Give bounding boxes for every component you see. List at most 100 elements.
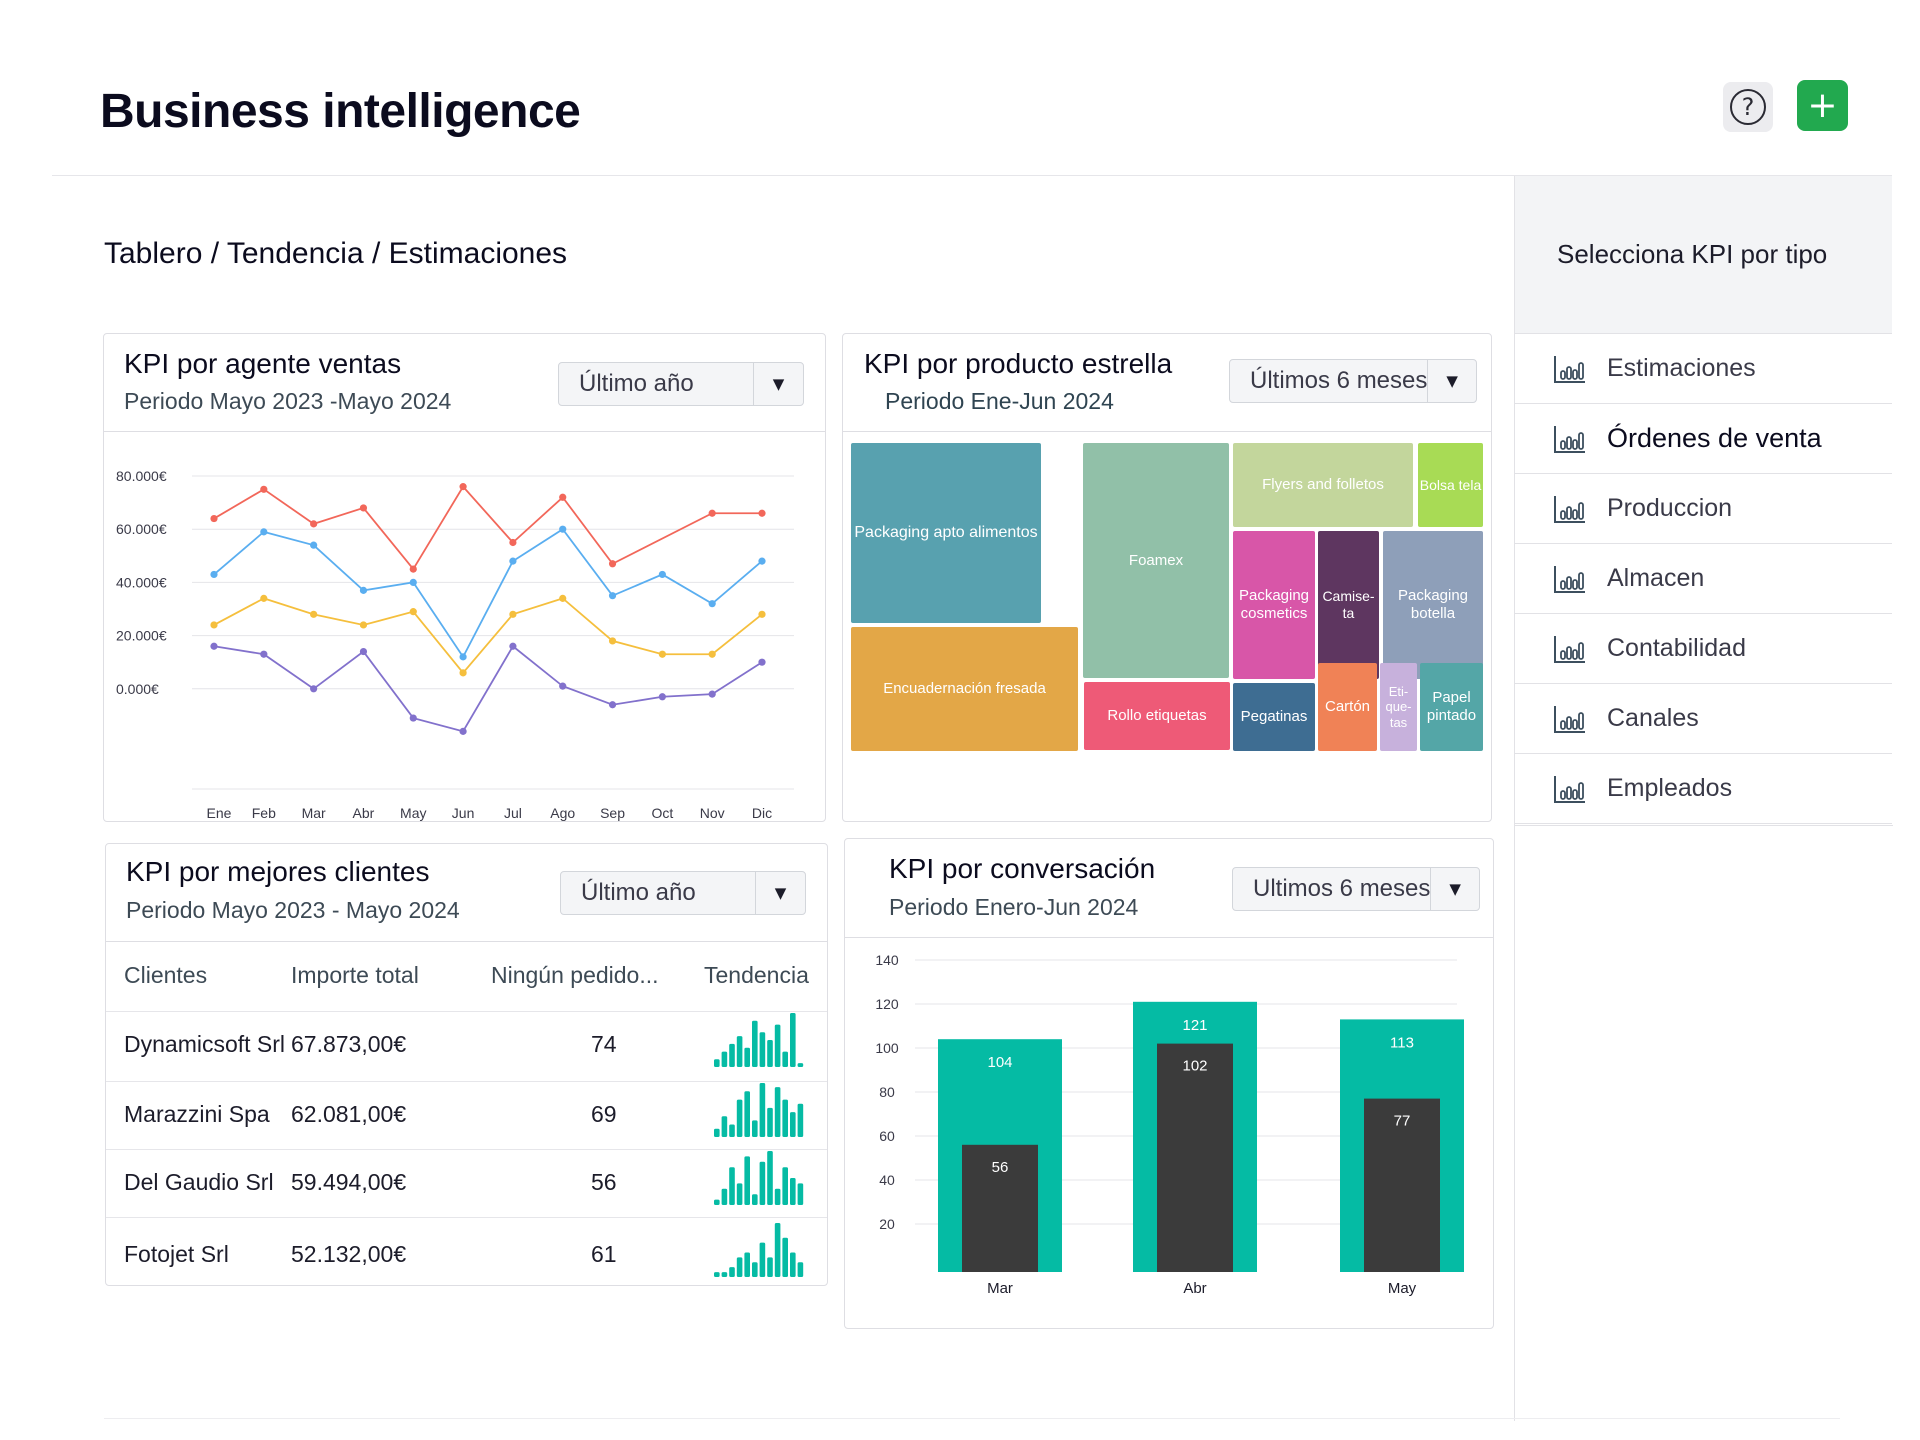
kpi-type-sidebar: Selecciona KPI por tipo Estimaciones Órde… [1514,176,1893,1421]
client-name: Del Gaudio Srl [124,1169,274,1195]
kpi-agents-card: KPI por agente ventas Periodo Mayo 2023 … [103,333,826,822]
data-point [509,610,517,618]
data-point [409,578,417,586]
card-header-divider [106,941,827,942]
y-tick-label: 120 [875,996,899,1012]
treemap-tile[interactable]: Bolsa tela [1418,443,1483,527]
card-header-divider [843,431,1491,432]
column-header[interactable]: Tendencia [704,962,809,988]
client-name: Marazzini Spa [124,1101,270,1127]
treemap-tile[interactable]: Packaging apto alimentos [851,443,1041,623]
y-tick-label: 100 [875,1040,899,1056]
sidebar-divider [1515,825,1893,826]
chevron-down-icon[interactable]: ▼ [1427,360,1476,402]
trend-bar [790,1178,796,1205]
data-point [608,637,617,645]
kpi-conversation-card: KPI por conversación Periodo Enero-Jun 2… [844,838,1494,1329]
trend-bar [797,1063,804,1067]
treemap-tile[interactable]: Encuadernación fresada [851,627,1078,751]
y-tick-label: 80 [879,1084,895,1100]
bar-chart-icon [1554,355,1585,383]
dropdown-value: Ultimos 6 meses [1253,875,1431,902]
trend-bar [752,1020,758,1067]
period-dropdown[interactable]: Ultimos 6 meses ▼ [1232,867,1480,911]
treemap-tile[interactable]: Packaging cosmetics [1233,531,1315,679]
add-button[interactable]: + [1797,80,1848,131]
treemap-tile[interactable]: Cartón [1318,663,1377,751]
trend-sparkline [714,1151,804,1205]
treemap-tile[interactable]: Rollo etiquetas [1084,682,1230,750]
x-tick-label: May [1388,1280,1417,1297]
sidebar-item[interactable]: Órdenes de venta [1515,404,1892,474]
bar-partial [962,1144,1038,1272]
data-point [509,642,517,650]
data-point [758,658,766,666]
card-header-divider [845,937,1493,938]
data-label: 121 [1182,1017,1207,1034]
page-title: Business intelligence [100,85,581,138]
client-name: Dynamicsoft Srl [124,1031,286,1057]
data-point [559,493,567,501]
sidebar-item[interactable]: Almacen [1515,544,1892,614]
total-amount: 62.081,00€ [291,1101,407,1127]
row-divider [106,1011,827,1012]
data-label: 113 [1390,1034,1414,1051]
treemap-tile[interactable]: Foamex [1083,443,1229,678]
trend-bar [782,1051,788,1067]
period-dropdown[interactable]: Último año ▼ [558,362,804,406]
card-title: KPI por producto estrella [864,348,1173,379]
chevron-down-icon[interactable]: ▼ [1430,868,1479,910]
period-dropdown[interactable]: Último año ▼ [560,871,806,915]
trend-bar [752,1262,758,1277]
column-header[interactable]: Ningún pedido... [491,962,659,988]
treemap-tile[interactable]: Flyers and folletos [1233,443,1413,527]
sidebar-title: Selecciona KPI por tipo [1515,176,1892,334]
bar-chart-icon [1554,425,1585,453]
treemap-tile[interactable]: Eti-que-tas [1380,663,1417,751]
bar-chart-icon [1554,565,1585,593]
kpi-products-card: KPI por producto estrella Periodo Ene-Ju… [842,333,1492,822]
row-divider [106,1217,827,1218]
treemap-tile[interactable]: Pegatinas [1233,683,1315,751]
bar-partial [1157,1043,1233,1272]
card-title: KPI por mejores clientes [126,856,430,887]
conversation-bar-chart: 20 40 60 80 100 120 140 104 56 Mar 121 102 Abr 113 77 M… [875,952,1464,1297]
sidebar-item[interactable]: Contabilidad [1515,614,1892,684]
trend-bar [729,1267,735,1277]
order-count: 74 [591,1031,617,1057]
data-point [210,642,218,650]
data-label: 77 [1394,1113,1411,1130]
data-point [459,483,467,491]
bar-chart-icon [1554,635,1585,663]
treemap-tile[interactable]: Camise-ta [1318,531,1379,679]
trend-bar [790,1013,796,1067]
data-point [608,560,617,568]
trend-bar [797,1103,804,1137]
treemap-tile[interactable]: Packaging botella [1383,531,1483,679]
treemap-tile[interactable]: Papel pintado [1420,663,1483,751]
period-dropdown[interactable]: Últimos 6 meses ▼ [1229,359,1477,403]
sidebar-item[interactable]: Produccion [1515,474,1892,544]
data-point [708,600,716,608]
sidebar-item[interactable]: Canales [1515,684,1892,754]
sidebar-item[interactable]: Empleados [1515,754,1892,824]
order-count: 56 [591,1169,617,1195]
trend-bar [767,1257,773,1277]
dropdown-value: Últimos 6 meses [1250,367,1428,394]
total-amount: 52.132,00€ [291,1241,407,1267]
y-tick-label: 40 [879,1172,895,1188]
trend-bar [774,1188,781,1205]
chevron-down-icon[interactable]: ▼ [755,872,805,914]
trend-sparkline [714,1013,804,1067]
trend-bar [759,1161,766,1205]
dropdown-value: Último año [579,370,694,397]
sidebar-item[interactable]: Estimaciones [1515,334,1892,404]
data-point [359,504,368,512]
help-button[interactable]: ? [1723,82,1773,132]
column-header[interactable]: Clientes [124,962,208,988]
trend-bar [714,1059,720,1067]
x-tick-label: Dic [752,805,772,821]
data-point [509,538,517,547]
chevron-down-icon[interactable]: ▼ [753,363,803,405]
column-header[interactable]: Importe total [291,962,419,988]
